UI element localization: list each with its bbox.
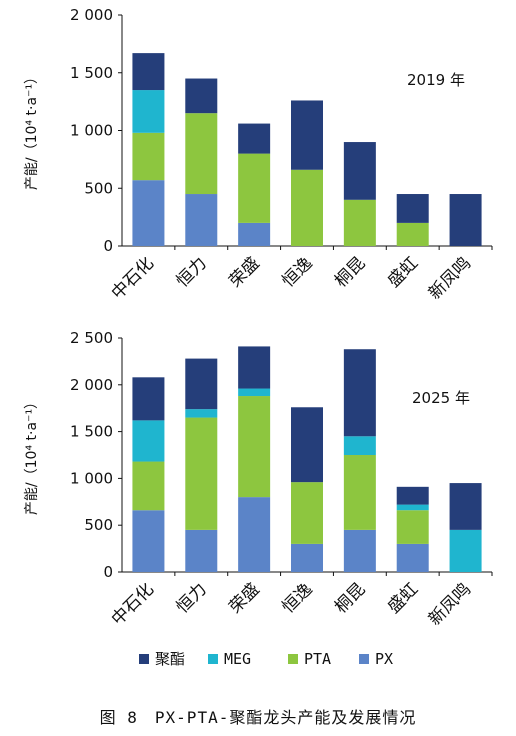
y-tick-label: 2 000 — [70, 376, 113, 394]
bar-segment-聚酯-盛虹 — [396, 486, 429, 505]
y-tick-label: 2 000 — [70, 6, 113, 24]
bar-segment-PTA-恒逸 — [291, 482, 323, 544]
legend-swatch-MEG — [208, 654, 218, 664]
bar-segment-聚酯-中石化 — [132, 53, 165, 91]
bar-segment-PX-恒逸 — [291, 543, 323, 572]
y-tick-label: 1 500 — [70, 423, 113, 441]
category-label: 荣盛 — [225, 253, 263, 291]
bar-segment-PTA-中石化 — [132, 461, 165, 511]
bar-segment-聚酯-新凤鸣 — [449, 483, 482, 530]
bar-segment-聚酯-恒逸 — [291, 407, 323, 483]
bar-segment-PX-恒力 — [185, 194, 218, 246]
y-axis-label: 产能/（10⁴ t·a⁻¹） — [24, 395, 40, 515]
y-tick-label: 500 — [84, 179, 113, 197]
bar-segment-PTA-恒力 — [185, 113, 218, 195]
bar-segment-PX-中石化 — [132, 180, 165, 246]
bar-segment-MEG-盛虹 — [396, 504, 429, 511]
category-label: 中石化 — [108, 579, 158, 629]
category-label: 恒力 — [173, 253, 211, 291]
bar-segment-PTA-荣盛 — [238, 396, 271, 498]
y-tick-label: 1 000 — [70, 122, 113, 140]
category-label: 恒逸 — [278, 253, 316, 291]
category-label: 荣盛 — [225, 579, 263, 617]
bar-segment-聚酯-恒逸 — [291, 100, 323, 170]
bar-segment-聚酯-荣盛 — [238, 123, 271, 154]
bar-segment-PX-桐昆 — [343, 529, 376, 572]
chart-2025: 0 500 1 000 1 500 2 000 2 500 产能/（10⁴ t·a⁻¹） 中石… — [24, 329, 493, 630]
bar-segment-PTA-恒逸 — [291, 169, 323, 246]
bar-segment-PX-中石化 — [132, 510, 165, 572]
bar-segment-聚酯-恒力 — [185, 78, 218, 114]
category-label: 新凤鸣 — [425, 253, 475, 303]
legend-swatch-PTA — [288, 654, 298, 664]
bar-segment-MEG-桐昆 — [343, 436, 376, 455]
category-label: 盛虹 — [384, 579, 422, 617]
bar-segment-聚酯-恒力 — [185, 358, 218, 410]
legend-label-PTA: PTA — [304, 650, 331, 668]
bar-segment-MEG-中石化 — [132, 90, 165, 133]
y-tick-label: 1 500 — [70, 64, 113, 82]
y-tick-label: 1 000 — [70, 469, 113, 487]
y-tick-label: 500 — [84, 516, 113, 534]
legend-swatch-聚酯 — [139, 654, 149, 664]
bar-segment-聚酯-桐昆 — [343, 142, 376, 200]
bar-segment-聚酯-荣盛 — [238, 346, 271, 389]
bar-segment-PTA-盛虹 — [396, 222, 429, 246]
category-label: 桐昆 — [331, 579, 369, 617]
category-label: 新凤鸣 — [425, 579, 475, 629]
panel-year-label: 2025 年 — [412, 389, 470, 407]
category-label: 恒力 — [173, 579, 211, 617]
y-tick-label: 0 — [103, 237, 113, 255]
bar-segment-聚酯-中石化 — [132, 377, 165, 421]
legend-label-PX: PX — [375, 650, 393, 668]
bar-segment-PTA-中石化 — [132, 132, 165, 181]
category-label: 桐昆 — [331, 253, 369, 291]
category-label: 中石化 — [108, 253, 158, 303]
bar-segment-PTA-桐昆 — [343, 455, 376, 530]
bar-segment-PX-荣盛 — [238, 497, 271, 572]
legend-swatch-PX — [359, 654, 369, 664]
bar-segment-PTA-桐昆 — [343, 199, 376, 246]
legend-label-MEG: MEG — [224, 650, 251, 668]
bar-segment-聚酯-桐昆 — [343, 349, 376, 437]
legend-label-聚酯: 聚酯 — [155, 650, 185, 668]
bar-segment-MEG-新凤鸣 — [449, 529, 482, 572]
bar-segment-MEG-荣盛 — [238, 388, 271, 397]
bar-segment-MEG-恒力 — [185, 409, 218, 418]
panel-year-label: 2019 年 — [407, 71, 465, 89]
bar-segment-聚酯-新凤鸣 — [449, 194, 482, 246]
category-label: 恒逸 — [278, 579, 316, 617]
bar-segment-PX-盛虹 — [396, 543, 429, 572]
bar-segment-PTA-荣盛 — [238, 153, 271, 223]
bar-segment-聚酯-盛虹 — [396, 194, 429, 223]
bar-segment-PX-荣盛 — [238, 222, 271, 246]
bar-segment-MEG-中石化 — [132, 420, 165, 462]
bar-segment-PTA-恒力 — [185, 417, 218, 530]
legend: 聚酯 MEG PTA PX — [139, 650, 393, 668]
bar-segment-PX-恒力 — [185, 529, 218, 572]
figure-caption: 图 8 PX-PTA-聚酯龙头产能及发展情况 — [99, 708, 417, 727]
y-tick-label: 0 — [103, 563, 113, 581]
category-label: 盛虹 — [384, 253, 422, 291]
chart-2019: 0 500 1 000 1 500 2 000 产能/（10⁴ t·a⁻¹） 中石化 恒力 荣盛… — [24, 6, 493, 304]
bar-segment-PTA-盛虹 — [396, 510, 429, 544]
y-axis-label: 产能/（10⁴ t·a⁻¹） — [24, 70, 40, 190]
y-tick-label: 2 500 — [70, 329, 113, 347]
